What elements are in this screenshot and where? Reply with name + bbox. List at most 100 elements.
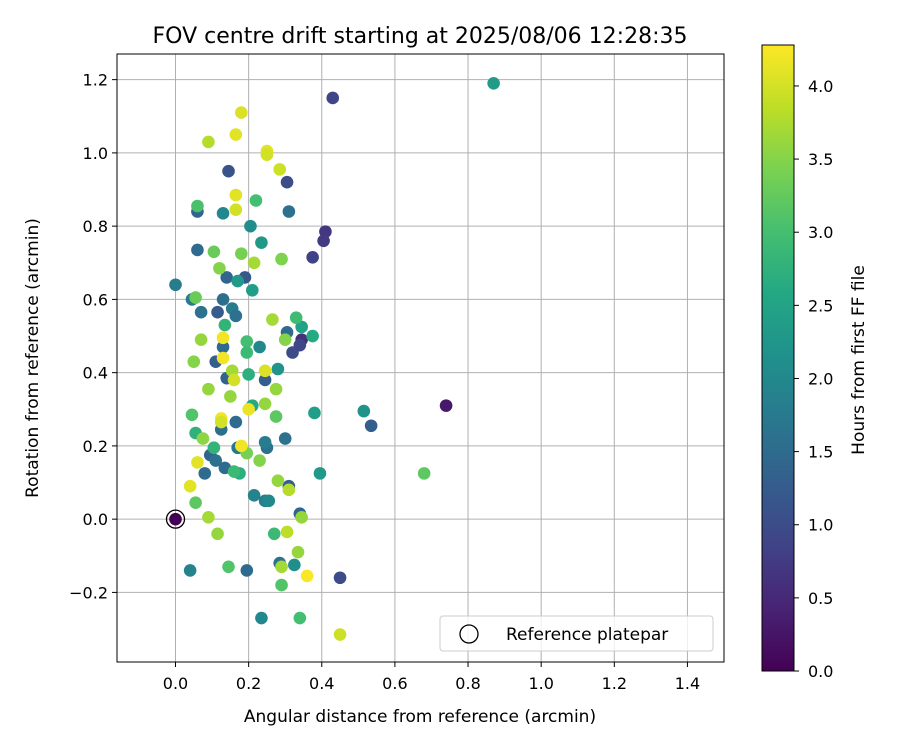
data-point — [207, 245, 221, 259]
data-point — [185, 408, 199, 422]
data-point — [191, 199, 204, 213]
data-point — [275, 560, 288, 574]
data-point — [291, 545, 305, 559]
colorbar-tick-label: 1.5 — [808, 443, 833, 462]
data-point — [229, 309, 243, 323]
data-point — [417, 467, 431, 480]
data-point — [202, 382, 215, 396]
colorbar-tick-label: 0.0 — [808, 662, 833, 681]
colorbar-tick-label: 2.5 — [808, 296, 833, 315]
data-point — [258, 364, 272, 378]
data-point — [227, 373, 241, 387]
reference-platepar-marker — [165, 509, 186, 529]
data-point — [253, 454, 266, 467]
data-point — [364, 419, 378, 433]
data-point — [282, 205, 296, 218]
colorbar-tick-label: 3.5 — [808, 150, 833, 169]
y-tick-label: 0.4 — [83, 364, 108, 383]
y-tick-label: 0.6 — [83, 290, 108, 309]
data-point — [333, 571, 347, 585]
data-point — [275, 578, 288, 592]
data-point — [224, 390, 237, 403]
data-point — [229, 203, 243, 216]
data-point — [216, 340, 230, 354]
data-point — [295, 511, 308, 524]
colorbar-tick-label: 2.0 — [808, 369, 833, 388]
data-point — [439, 399, 453, 412]
data-point — [189, 291, 202, 304]
data-point — [313, 467, 327, 480]
data-point — [187, 355, 201, 368]
data-point — [218, 318, 232, 332]
x-tick-label: 1.4 — [675, 674, 700, 693]
plot-area: 0.0 0.2 0.4 0.6 0.8 1.0 1.2 1.4 −0.2 0.0 0.2 0.4 0.6… — [69, 53, 725, 693]
y-tick-label: 1.2 — [83, 71, 108, 90]
data-point — [258, 435, 272, 449]
data-point — [242, 368, 255, 381]
data-point — [191, 243, 204, 257]
data-point — [235, 106, 248, 119]
data-point — [196, 432, 210, 445]
data-point — [280, 525, 294, 539]
data-point — [183, 564, 197, 577]
data-point — [245, 283, 259, 297]
data-point — [183, 479, 197, 493]
data-point — [194, 305, 208, 319]
data-point — [267, 527, 281, 541]
x-tick-label: 0.6 — [382, 674, 407, 693]
data-point — [280, 175, 294, 189]
data-point — [278, 333, 292, 346]
legend-entry-reference-platepar: Reference platepar — [506, 625, 668, 645]
data-point — [211, 305, 224, 319]
data-point — [269, 382, 283, 396]
data-point — [235, 439, 248, 453]
colorbar-tick-label: 3.0 — [808, 223, 833, 242]
data-point — [271, 474, 285, 487]
data-point — [271, 362, 285, 376]
legend: Reference platepar — [439, 615, 714, 652]
data-point — [293, 611, 307, 625]
y-axis-label: Rotation from reference (arcmin) — [23, 218, 43, 498]
x-tick-label: 0.8 — [455, 674, 480, 693]
x-tick-label: 1.0 — [528, 674, 553, 693]
data-point — [169, 512, 182, 526]
data-point — [191, 456, 204, 469]
data-point — [266, 313, 279, 326]
data-point — [282, 483, 296, 497]
data-point — [216, 331, 230, 345]
data-point — [255, 611, 268, 625]
data-point — [333, 628, 347, 641]
data-point — [240, 335, 254, 348]
x-tick-label: 1.2 — [602, 674, 627, 693]
colorbar: 0.0 0.5 1.0 1.5 2.0 2.5 3.0 3.5 4.0 Hours from f… — [761, 44, 869, 681]
data-point — [487, 77, 500, 90]
data-point — [222, 560, 235, 574]
data-point — [300, 569, 314, 583]
data-point — [308, 406, 321, 420]
data-point — [242, 402, 255, 416]
data-point — [295, 320, 308, 334]
data-point — [293, 338, 307, 352]
data-point — [255, 236, 268, 249]
data-point — [357, 404, 371, 418]
data-point — [198, 467, 212, 480]
colorbar-tick-label: 1.0 — [808, 516, 833, 535]
x-tick-label: 0.0 — [163, 674, 188, 693]
data-point — [289, 311, 303, 325]
data-point — [202, 511, 215, 524]
data-point — [220, 271, 233, 284]
data-point — [211, 527, 224, 541]
data-point — [306, 329, 319, 343]
data-point — [278, 432, 292, 445]
data-point — [253, 340, 266, 354]
data-point — [216, 293, 230, 306]
y-tick-label: 1.0 — [83, 144, 108, 163]
data-point — [240, 564, 254, 577]
data-point — [326, 91, 340, 105]
colorbar-tick-label: 4.0 — [808, 77, 833, 96]
data-point — [235, 247, 248, 260]
data-point — [247, 256, 261, 270]
y-tick-label: 0.8 — [83, 217, 108, 236]
data-point — [240, 346, 254, 359]
data-point — [194, 333, 208, 346]
